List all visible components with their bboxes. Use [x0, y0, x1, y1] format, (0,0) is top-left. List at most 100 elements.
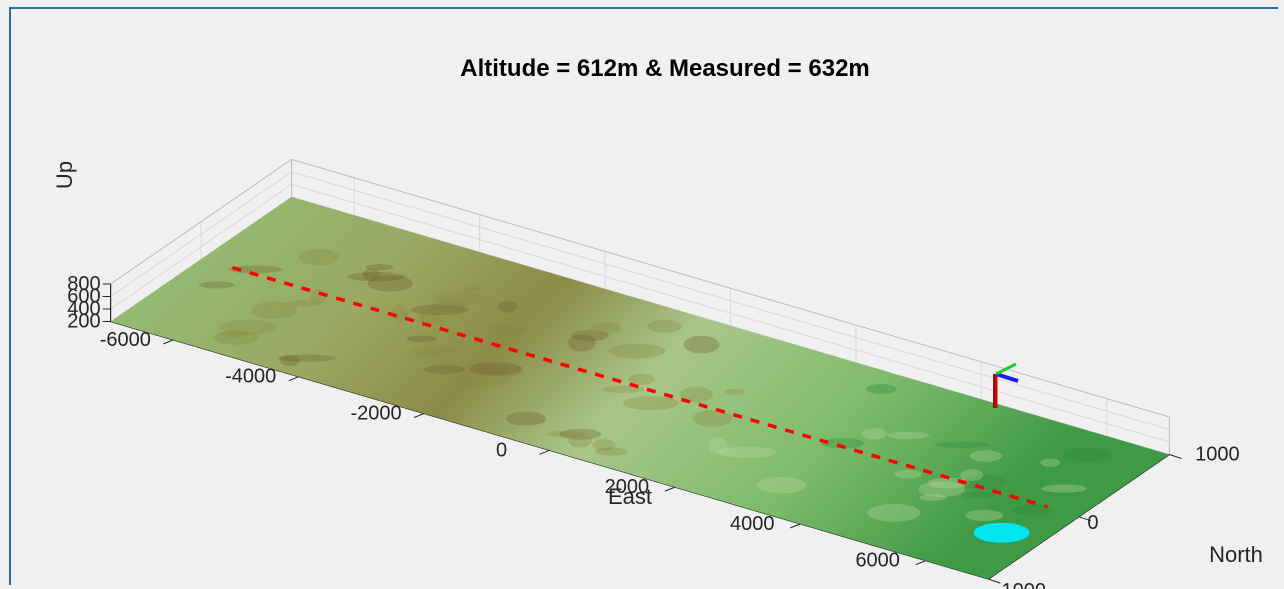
grid-line-up — [291, 171, 1170, 430]
terrain-patch — [969, 450, 1002, 462]
terrain-patch — [219, 319, 277, 335]
terrain-patch — [559, 428, 602, 440]
terrain-patch — [411, 345, 461, 358]
terrain-patch — [431, 292, 488, 306]
north-tick-label: -1000 — [995, 580, 1046, 589]
terrain-patch — [279, 355, 300, 367]
terrain-patch — [430, 300, 471, 313]
z-axis-label: Up — [52, 161, 77, 189]
east-tick-mark — [288, 376, 299, 382]
aircraft-marker — [993, 362, 1019, 408]
forward-axis-blue — [995, 372, 1019, 383]
terrain-patch — [213, 330, 260, 345]
terrain-texture — [198, 248, 1112, 522]
terrain-patch — [894, 469, 923, 479]
east-tick-mark — [413, 413, 425, 418]
right-axis-green — [995, 362, 1017, 376]
east-tick-mark — [163, 339, 174, 345]
terrain-patch — [708, 437, 728, 455]
east-tick-label: 0 — [496, 439, 507, 461]
terrain-patch — [277, 354, 337, 362]
terrain-patch — [887, 431, 930, 440]
terrain-patch — [461, 284, 480, 292]
terrain-patch — [1041, 484, 1088, 493]
terrain-patch — [251, 301, 298, 319]
terrain-patch — [589, 322, 622, 334]
up-tick-label: 200 — [67, 311, 100, 333]
terrain-patch — [567, 334, 596, 352]
up-tick-label: 400 — [67, 298, 100, 320]
terrain-patch — [480, 325, 525, 336]
terrain-patch — [725, 388, 746, 395]
terrain-patch — [424, 365, 466, 374]
terrain-patch — [918, 481, 966, 497]
terrain-patch — [218, 330, 249, 338]
terrain-patch — [692, 409, 733, 427]
terrain-patch — [679, 386, 713, 403]
terrain-patch — [965, 509, 1003, 522]
terrain-patch — [362, 268, 380, 281]
terrain-patch — [861, 428, 888, 440]
north-tick-mark — [1169, 454, 1182, 459]
terrain-patch — [505, 411, 547, 426]
terrain-patch — [467, 363, 525, 373]
chart-title: Altitude = 612m & Measured = 632m — [460, 55, 870, 82]
box-edge — [291, 158, 1170, 418]
terrain-patch — [919, 494, 946, 501]
east-tick-label: 6000 — [855, 550, 900, 572]
terrain-patch — [960, 469, 984, 481]
terrain-patch — [683, 335, 720, 354]
terrain-patch — [867, 503, 921, 522]
east-tick-label: -2000 — [351, 403, 402, 425]
terrain-patch — [601, 385, 645, 393]
x-axis-label: East — [608, 484, 652, 509]
grid-line-up — [291, 183, 1170, 443]
terrain-patch — [592, 439, 616, 451]
terrain-patch — [963, 474, 1007, 491]
east-tick-mark — [539, 449, 550, 455]
terrain-patch — [1062, 447, 1112, 462]
y-axis-label: North — [1209, 542, 1263, 567]
terrain-patch — [934, 441, 991, 448]
east-tick-label: 2000 — [605, 476, 650, 498]
north-tick-label: 0 — [1087, 512, 1098, 534]
terrain-patch — [547, 430, 585, 438]
east-tick-label: 4000 — [730, 513, 775, 535]
terrain-patch — [608, 343, 666, 359]
up-tick-label: 800 — [67, 273, 100, 295]
sensor-footprint — [973, 522, 1030, 543]
terrain-patch — [298, 248, 340, 266]
terrain-patch — [960, 491, 997, 499]
terrain-patch — [647, 320, 682, 333]
east-tick-mark — [664, 486, 676, 492]
terrain-patch — [571, 329, 610, 342]
north-tick-label: 1000 — [1195, 444, 1240, 466]
terrain-patch — [469, 362, 522, 376]
terrain-patch — [756, 476, 807, 494]
terrain-patch — [367, 275, 413, 292]
terrain-patch — [455, 378, 507, 386]
terrain-patch — [1040, 458, 1060, 467]
terrain-patch — [595, 447, 628, 456]
terrain-patch — [497, 300, 518, 313]
tick-labels: -6000 -4000 -2000 0 2000 4000 6000 -1000 0 1000 20… — [67, 273, 1239, 589]
east-tick-mark — [790, 523, 801, 529]
north-tick-mark — [1078, 516, 1092, 522]
east-tick-label: -6000 — [100, 329, 151, 351]
terrain-patch — [568, 433, 593, 448]
terrain-patch — [716, 446, 777, 458]
box-edge — [110, 158, 292, 285]
terrain-patch — [628, 373, 655, 385]
terrain-patch — [410, 304, 469, 316]
flight-path-line — [231, 265, 1049, 509]
terrain-patch — [406, 335, 437, 342]
terrain-patch — [346, 272, 406, 282]
terrain-surface — [110, 196, 1170, 580]
terrain-patch — [464, 365, 521, 379]
north-tick-mark — [988, 578, 1001, 584]
terrain-patch — [391, 304, 409, 323]
east-tick-label: -4000 — [225, 366, 276, 388]
terrain-patch — [820, 437, 864, 449]
terrain-patch — [198, 281, 235, 289]
